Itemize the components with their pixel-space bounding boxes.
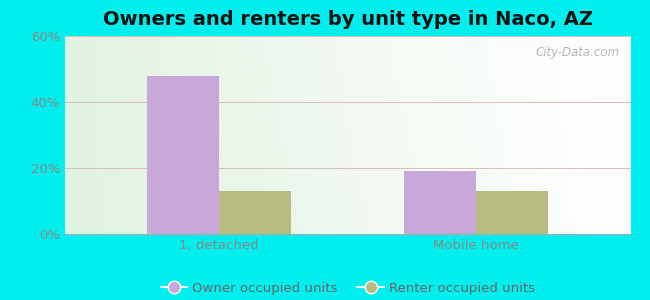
- Bar: [148, 76, 219, 234]
- Bar: [476, 191, 548, 234]
- Text: City-Data.com: City-Data.com: [535, 46, 619, 59]
- Title: Owners and renters by unit type in Naco, AZ: Owners and renters by unit type in Naco,…: [103, 10, 593, 29]
- Legend: Owner occupied units, Renter occupied units: Owner occupied units, Renter occupied un…: [155, 276, 540, 300]
- Bar: [404, 171, 476, 234]
- Bar: [219, 191, 291, 234]
